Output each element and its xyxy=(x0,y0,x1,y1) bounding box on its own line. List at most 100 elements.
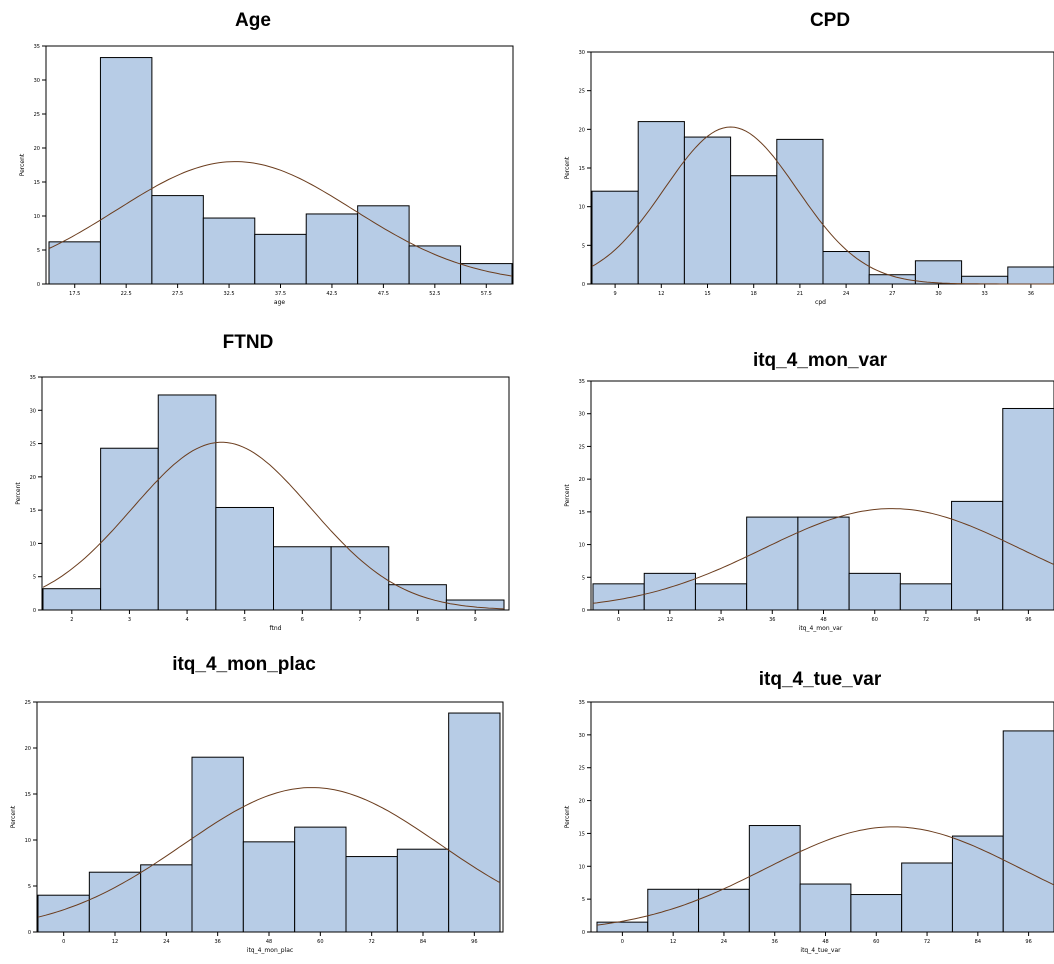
histogram-bar xyxy=(951,835,1004,933)
histogram-bar xyxy=(448,712,501,933)
x-tick-label: 7 xyxy=(358,617,361,623)
histogram-bar xyxy=(951,500,1004,611)
y-axis-label: Percent xyxy=(564,484,571,507)
x-tick-label: 96 xyxy=(1025,939,1031,945)
histogram-bar xyxy=(202,217,256,285)
chart-title: CPD xyxy=(810,10,850,31)
x-tick-label: 5 xyxy=(243,617,246,623)
histogram-bar xyxy=(797,516,850,611)
histogram-bar xyxy=(330,546,390,611)
x-tick-label: 36 xyxy=(769,617,775,623)
histogram-bar xyxy=(305,213,359,285)
histogram-panel: Age 0 5 10 15 20 25 30 35 17.5 22.5 27.5 32.5 37.5 42.… xyxy=(19,10,514,306)
y-tick-label: 15 xyxy=(579,166,585,172)
histogram-bar xyxy=(99,57,153,285)
histogram-panel: itq_4_mon_var 0 5 10 15 20 25 30 35 0 12 24 36 48 60 72… xyxy=(564,350,1054,632)
x-tick-label: 60 xyxy=(317,939,323,945)
x-tick-label: 21 xyxy=(797,291,803,297)
y-tick-label: 5 xyxy=(582,897,585,903)
y-tick-label: 0 xyxy=(37,282,40,288)
x-tick-label: 0 xyxy=(621,939,624,945)
y-tick-label: 5 xyxy=(37,248,40,254)
histogram-bar xyxy=(694,583,748,611)
y-tick-label: 25 xyxy=(579,766,585,772)
y-tick-label: 20 xyxy=(30,475,36,481)
x-tick-label: 48 xyxy=(266,939,272,945)
histogram-panel: itq_4_tue_var 0 5 10 15 20 25 30 35 0 12 24 36 48 60 72… xyxy=(564,669,1054,954)
x-tick-label: 2 xyxy=(70,617,73,623)
x-tick-label: 24 xyxy=(163,939,169,945)
histogram-bar xyxy=(140,864,193,933)
x-tick-label: 36 xyxy=(214,939,220,945)
x-tick-label: 72 xyxy=(368,939,374,945)
histogram-bar xyxy=(647,888,700,933)
x-tick-label: 27 xyxy=(889,291,895,297)
x-tick-label: 9 xyxy=(614,291,617,297)
chart-title: FTND xyxy=(223,332,274,353)
x-tick-label: 30 xyxy=(935,291,941,297)
histogram-bar xyxy=(294,826,347,933)
histogram-bar xyxy=(776,138,824,285)
x-tick-label: 48 xyxy=(822,939,828,945)
x-axis-label: ftnd xyxy=(270,625,282,632)
y-axis-label: Percent xyxy=(19,153,26,176)
y-tick-label: 20 xyxy=(579,127,585,133)
x-tick-label: 12 xyxy=(658,291,664,297)
y-tick-label: 10 xyxy=(579,205,585,211)
y-tick-label: 15 xyxy=(25,792,31,798)
y-axis-label: Percent xyxy=(564,805,571,828)
histogram-bar xyxy=(848,572,901,611)
x-tick-label: 3 xyxy=(128,617,131,623)
histogram-bar xyxy=(850,894,903,933)
histogram-bar xyxy=(1002,407,1054,611)
x-tick-label: 18 xyxy=(751,291,757,297)
x-axis-label: age xyxy=(274,299,285,306)
histogram-bar xyxy=(345,856,398,933)
x-tick-label: 4 xyxy=(185,617,188,623)
x-tick-label: 96 xyxy=(471,939,477,945)
y-axis-label: Percent xyxy=(15,482,22,505)
histogram-bar xyxy=(408,245,462,285)
histogram-bar xyxy=(48,241,101,285)
x-tick-label: 47.5 xyxy=(378,291,389,297)
x-tick-label: 57.5 xyxy=(481,291,492,297)
x-axis-label: itq_4_mon_plac xyxy=(247,947,293,954)
y-tick-label: 5 xyxy=(28,884,31,890)
y-tick-label: 20 xyxy=(579,477,585,483)
y-tick-label: 10 xyxy=(30,541,36,547)
y-tick-label: 30 xyxy=(579,50,585,56)
x-tick-label: 42.5 xyxy=(326,291,337,297)
histogram-bar xyxy=(151,195,204,285)
normal-density-curve xyxy=(37,787,501,918)
histogram-bar xyxy=(748,825,801,933)
chart-title: itq_4_mon_plac xyxy=(172,654,316,675)
y-tick-label: 25 xyxy=(579,444,585,450)
normal-density-curve xyxy=(592,508,1054,604)
histogram-bar xyxy=(273,546,332,611)
y-tick-label: 35 xyxy=(579,379,585,385)
x-tick-label: 48 xyxy=(820,617,826,623)
x-tick-label: 8 xyxy=(416,617,419,623)
histogram-bar xyxy=(100,447,159,611)
x-tick-label: 60 xyxy=(872,617,878,623)
x-tick-label: 84 xyxy=(420,939,426,945)
histogram-bar xyxy=(42,588,102,611)
histogram-bar xyxy=(643,572,696,611)
x-tick-label: 52.5 xyxy=(429,291,440,297)
normal-density-curve xyxy=(596,826,1054,926)
y-tick-label: 10 xyxy=(34,214,40,220)
normal-density-curve xyxy=(591,126,1054,285)
histogram-bar xyxy=(822,251,870,285)
y-tick-label: 10 xyxy=(579,543,585,549)
y-tick-label: 20 xyxy=(34,146,40,152)
histogram-bar xyxy=(899,583,953,611)
y-tick-label: 10 xyxy=(579,864,585,870)
x-tick-label: 0 xyxy=(62,939,65,945)
y-tick-label: 0 xyxy=(28,930,31,936)
chart-title: Age xyxy=(235,10,271,31)
histogram-bar xyxy=(592,583,645,611)
histogram-bar xyxy=(683,136,732,285)
y-tick-label: 25 xyxy=(579,89,585,95)
x-tick-label: 32.5 xyxy=(223,291,234,297)
y-tick-label: 20 xyxy=(579,799,585,805)
